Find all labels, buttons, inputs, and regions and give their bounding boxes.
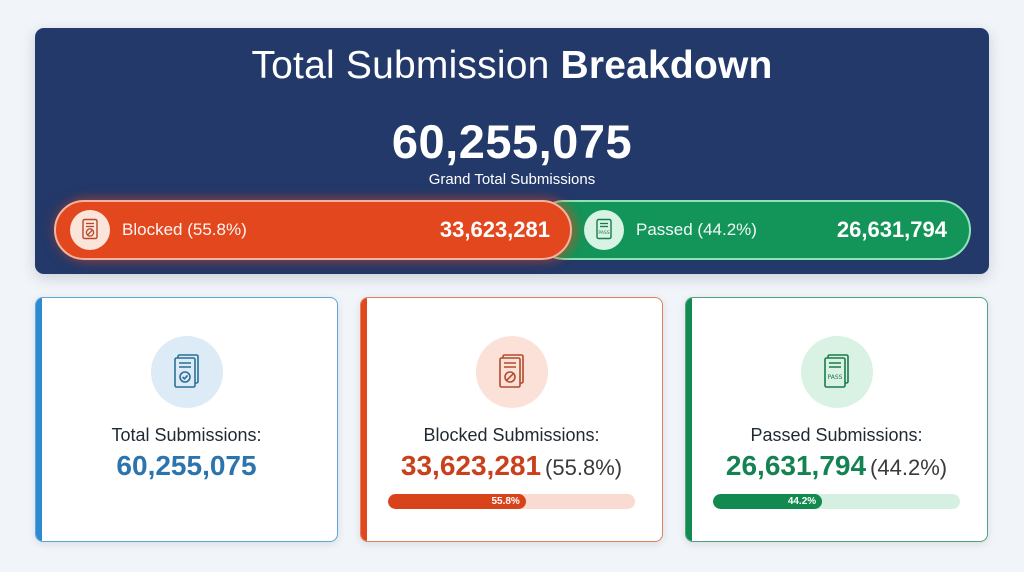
blocked-passed-split-bar: PASS Passed (44.2%) 26,631,794 Blocke [54, 200, 971, 260]
blocked-submissions-label: Blocked Submissions: [423, 425, 600, 445]
grand-total-label: Grand Total Submissions [428, 171, 596, 188]
title-bold-text: Breakdown [560, 44, 773, 87]
total-submissions-card[interactable]: Total Submissions: 60,255,075 [35, 297, 338, 542]
passed-progress-bar: 44.2% [713, 494, 960, 509]
blocked-submissions-value: 33,623,281 (55.8%) [361, 450, 662, 482]
blocked-segment[interactable]: Blocked (55.8%) 33,623,281 [54, 200, 572, 260]
blocked-document-icon [70, 210, 110, 250]
total-submissions-label: Total Submissions: [111, 425, 262, 445]
svg-text:PASS: PASS [598, 230, 609, 236]
grand-total-value: 60,255,075 [391, 115, 633, 168]
passed-submissions-label: Passed Submissions: [750, 425, 923, 445]
blocked-percent: (55.8%) [545, 455, 623, 480]
total-submissions-value: 60,255,075 [116, 450, 257, 481]
blocked-progress-label: 55.8% [491, 496, 520, 507]
blocked-segment-value: 33,623,281 [439, 217, 550, 242]
passed-segment[interactable]: PASS Passed (44.2%) 26,631,794 [534, 200, 971, 260]
document-pass-icon: PASS [800, 336, 873, 408]
passed-percent: (44.2%) [870, 455, 948, 480]
blocked-progress-bar: 55.8% [388, 494, 635, 509]
blocked-submissions-card[interactable]: Blocked Submissions: 33,623,281 (55.8%) 5… [360, 297, 663, 542]
blocked-count: 33,623,281 [400, 450, 542, 481]
submission-breakdown-panel: Total Submission Breakdown 60,255,075 Gr… [35, 28, 989, 274]
passed-segment-label: Passed (44.2%) [636, 220, 757, 239]
card-accent-bar [361, 298, 367, 541]
page-title: Total Submission Breakdown [35, 44, 989, 88]
passed-progress-fill: 44.2% [713, 494, 823, 509]
document-blocked-icon [475, 336, 548, 408]
pass-document-icon: PASS [584, 210, 624, 250]
document-check-icon [150, 336, 223, 408]
card-accent-bar [36, 298, 42, 541]
blocked-segment-label: Blocked (55.8%) [122, 220, 247, 239]
passed-submissions-card[interactable]: PASS Passed Submissions: 26,631,794 (44.2… [685, 297, 988, 542]
card-accent-bar [686, 298, 692, 541]
svg-text:PASS: PASS [827, 374, 842, 381]
passed-segment-value: 26,631,794 [836, 217, 947, 242]
passed-submissions-value: 26,631,794 (44.2%) [686, 450, 987, 482]
passed-count: 26,631,794 [725, 450, 867, 481]
blocked-progress-fill: 55.8% [388, 494, 526, 509]
passed-progress-label: 44.2% [787, 496, 817, 507]
title-regular-text: Total Submission [251, 44, 561, 87]
